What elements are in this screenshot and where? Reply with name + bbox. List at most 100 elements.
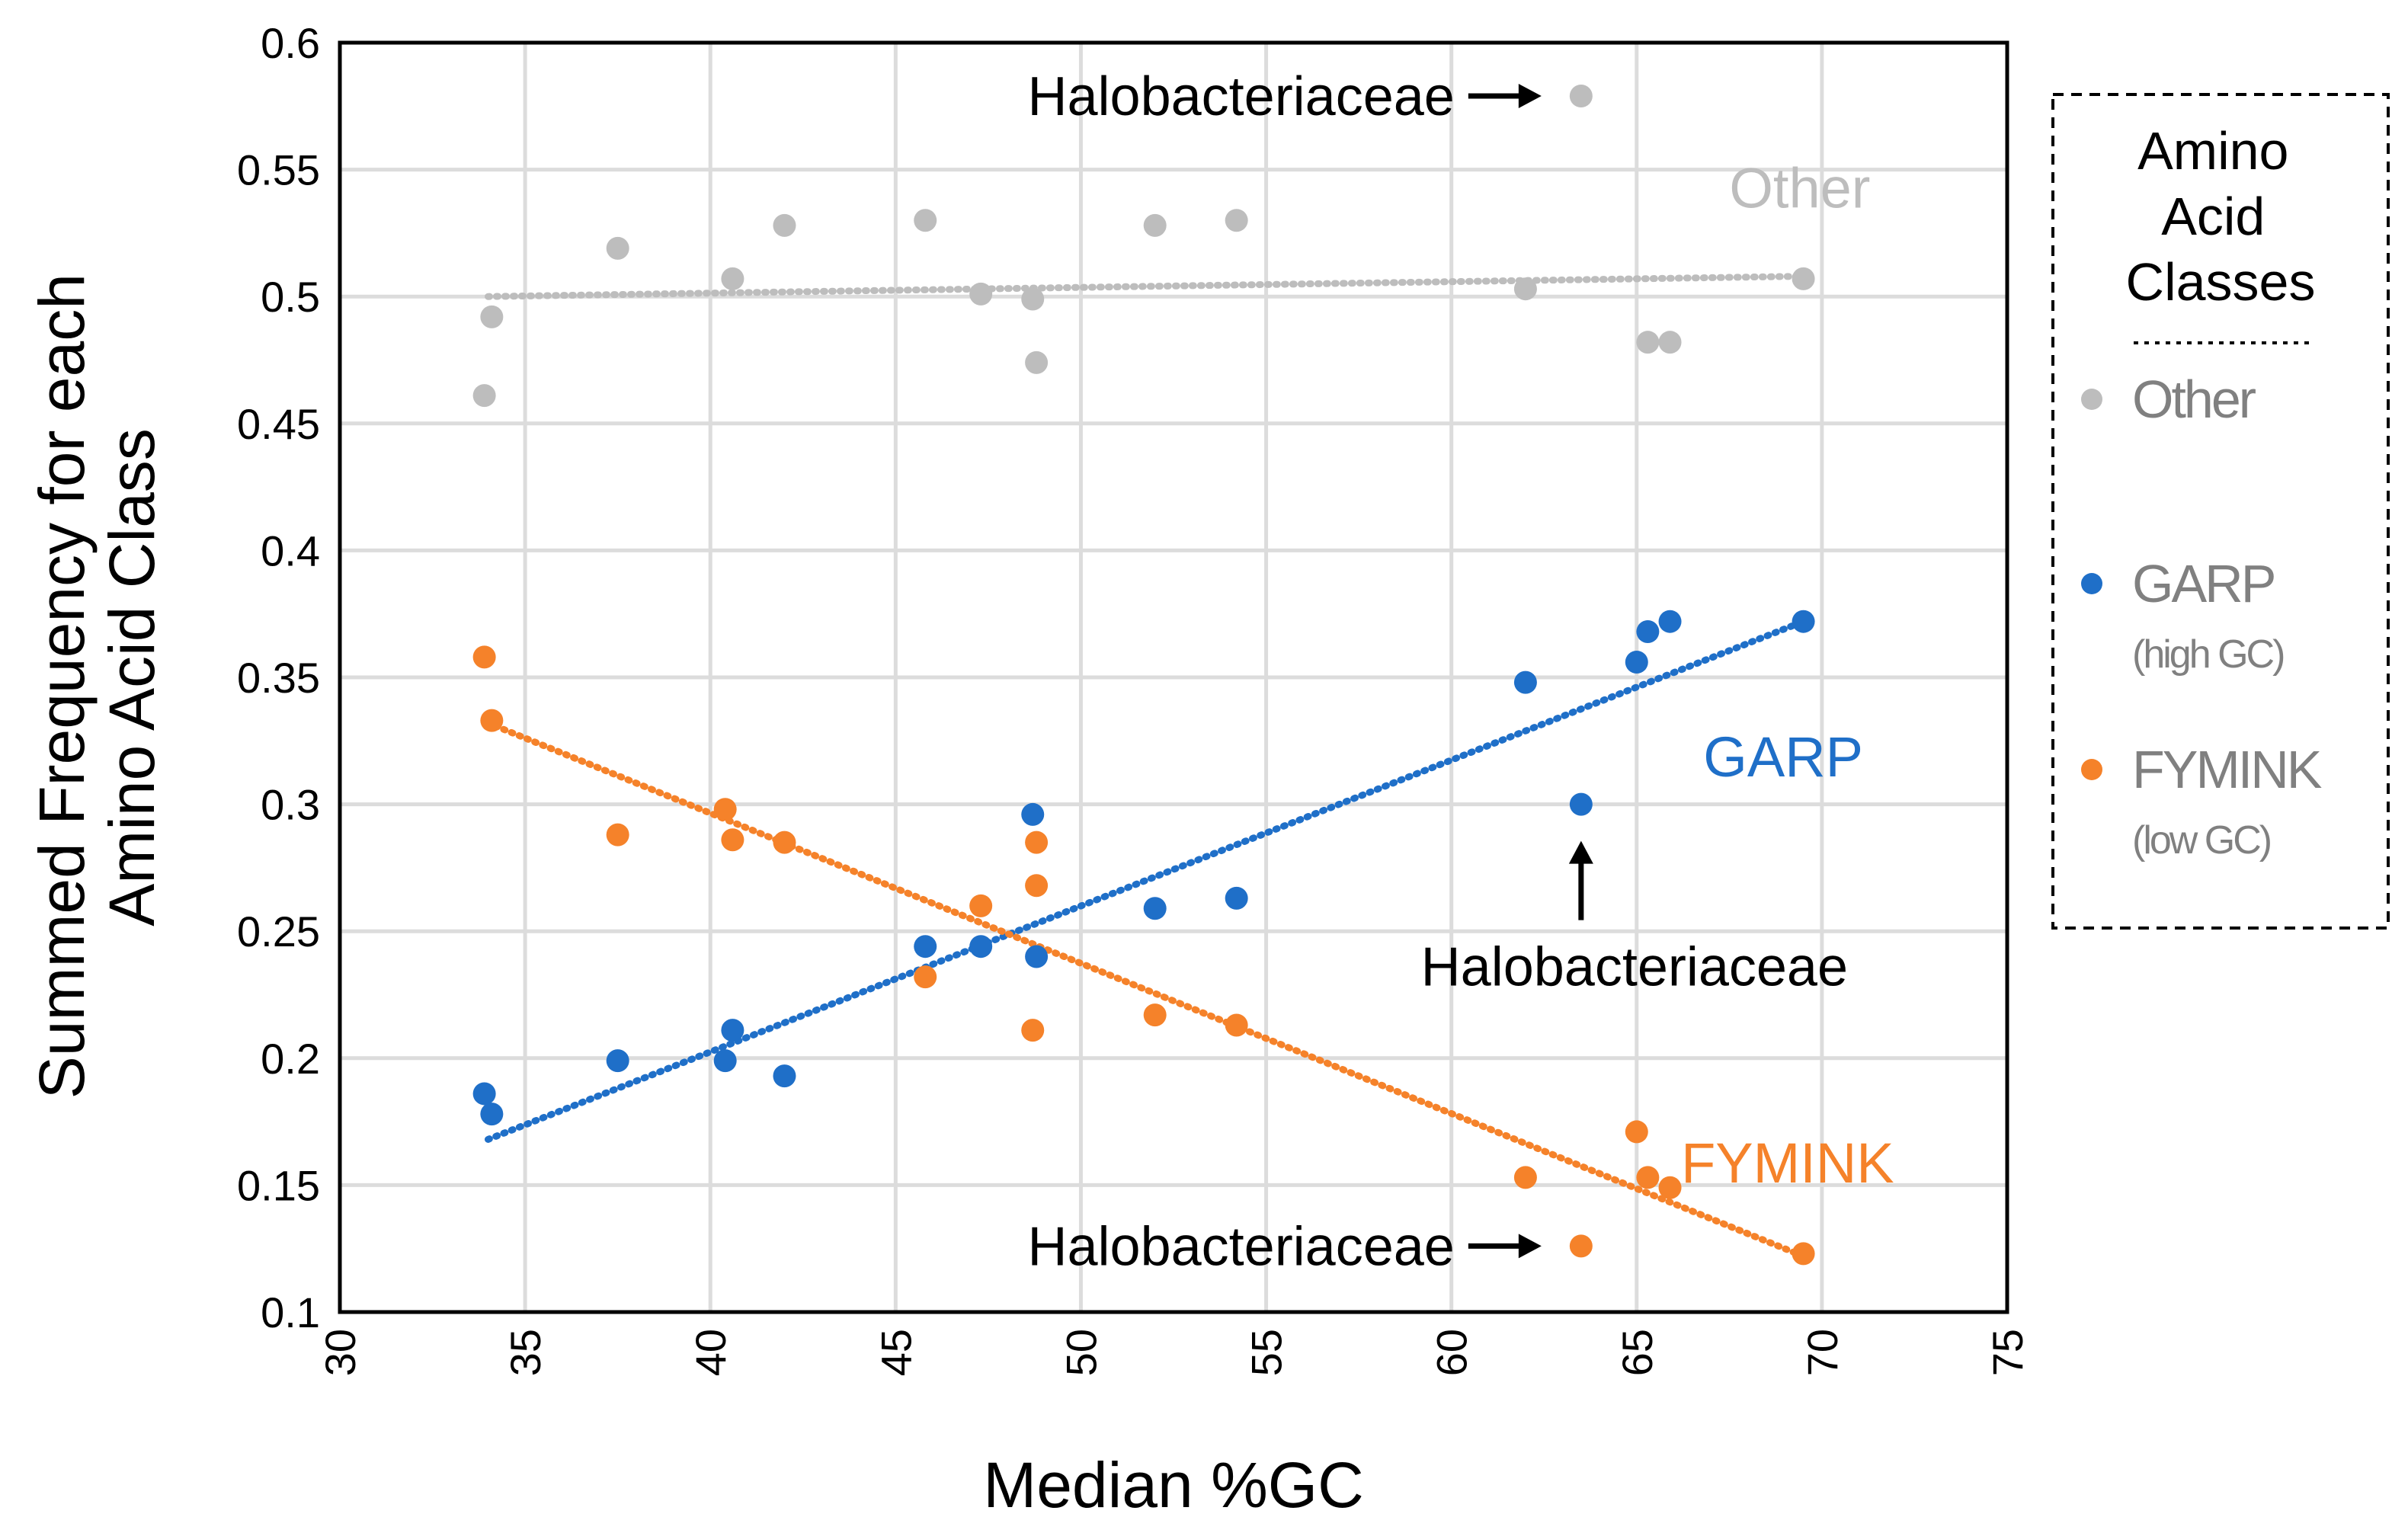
point-garp — [1625, 651, 1648, 674]
trend-lines — [484, 273, 1808, 1260]
legend-title-line-2: Acid — [2161, 187, 2265, 246]
annotation-label: Halobacteriaceae — [1027, 66, 1454, 127]
legend-items: Other GARP (high GC) FYMINK (low GC) — [2081, 370, 2324, 863]
series-label-fymink: FYMINK — [1681, 1131, 1894, 1195]
point-other — [606, 236, 629, 260]
point-fymink — [1792, 1242, 1815, 1266]
point-fymink — [1025, 831, 1049, 854]
trend-line-other — [484, 273, 1808, 300]
x-tick-label: 60 — [1428, 1329, 1476, 1376]
point-other — [1658, 331, 1682, 354]
point-other — [1021, 287, 1045, 311]
legend-box — [2051, 93, 2390, 930]
point-fymink — [1143, 1003, 1167, 1027]
legend-marker-other — [2081, 389, 2102, 410]
point-other — [1025, 350, 1049, 374]
y-axis-title-line-2: Amino Acid Class — [96, 428, 168, 927]
legend-marker-garp — [2081, 573, 2102, 594]
point-garp — [773, 1064, 796, 1088]
point-garp — [1658, 610, 1682, 633]
point-garp — [1143, 897, 1167, 920]
point-fymink — [606, 823, 629, 847]
annotation: Halobacteriaceae — [1027, 66, 1542, 127]
y-tick-label: 0.45 — [237, 400, 320, 448]
legend-title: Amino Acid Classes — [2126, 121, 2316, 312]
point-garp — [713, 1049, 737, 1073]
y-tick-label: 0.35 — [237, 654, 320, 702]
x-tick-label: 50 — [1057, 1329, 1105, 1376]
point-garp — [1021, 802, 1045, 826]
y-axis-title-line-1: Summed Frequency for each — [26, 274, 98, 1099]
point-garp — [480, 1103, 504, 1126]
x-axis-ticks: 30 35 40 45 50 55 60 65 70 75 — [316, 1329, 2032, 1376]
point-other — [721, 267, 744, 290]
series-label-garp: GARP — [1703, 725, 1863, 789]
annotations: Halobacteriaceae Halobacteriaceae Halobact… — [1027, 66, 1848, 1277]
point-fymink — [713, 798, 737, 821]
grid-lines — [338, 40, 2009, 1314]
data-points — [472, 84, 1815, 1266]
point-fymink — [1025, 874, 1049, 898]
point-fymink — [914, 965, 937, 989]
point-fymink — [721, 828, 744, 852]
point-fymink — [1636, 1166, 1660, 1189]
point-fymink — [1021, 1019, 1045, 1042]
x-tick-label: 75 — [1984, 1329, 2032, 1376]
series-label-other: Other — [1729, 157, 1870, 220]
trend-line-fymink — [484, 719, 1808, 1260]
x-tick-label: 65 — [1613, 1329, 1661, 1376]
annotation-arrowhead — [1518, 1234, 1542, 1259]
x-tick-label: 35 — [501, 1329, 549, 1376]
point-garp — [1225, 886, 1248, 910]
y-tick-label: 0.55 — [237, 146, 320, 194]
annotation-label: Halobacteriaceae — [1421, 937, 1848, 998]
legend-item-other: Other — [2081, 370, 2259, 429]
point-fymink — [969, 894, 993, 917]
point-fymink — [1225, 1013, 1248, 1037]
x-tick-label: 30 — [316, 1329, 364, 1376]
y-tick-label: 0.4 — [261, 526, 320, 574]
point-garp — [914, 935, 937, 959]
point-garp — [472, 1082, 496, 1106]
legend-sublabel-garp: (high GC) — [2132, 632, 2284, 677]
point-garp — [969, 935, 993, 959]
point-garp — [1792, 610, 1815, 633]
point-garp — [1636, 620, 1660, 644]
y-tick-label: 0.25 — [237, 907, 320, 955]
point-fymink — [480, 709, 504, 732]
x-tick-label: 45 — [872, 1329, 920, 1376]
y-tick-label: 0.1 — [261, 1288, 320, 1336]
point-other — [1569, 84, 1593, 107]
legend-item-fymink: FYMINK (low GC) — [2081, 740, 2324, 863]
point-other — [1792, 267, 1815, 290]
legend-title-line-1: Amino — [2137, 121, 2288, 181]
y-axis-ticks: 0.1 0.15 0.2 0.25 0.3 0.35 0.4 0.45 0.5 0.55 0.6 — [237, 19, 320, 1336]
point-other — [1143, 213, 1167, 237]
annotation-label: Halobacteriaceae — [1027, 1216, 1454, 1277]
plot-frame — [338, 40, 2009, 1314]
point-other — [1636, 331, 1660, 354]
x-axis-title: Median %GC — [983, 1449, 1364, 1521]
point-fymink — [472, 645, 496, 669]
x-tick-label: 70 — [1798, 1329, 1846, 1376]
y-tick-label: 0.6 — [261, 19, 320, 67]
legend-label-garp: GARP — [2132, 554, 2274, 613]
legend-sublabel-fymink: (low GC) — [2132, 818, 2271, 863]
point-fymink — [1658, 1176, 1682, 1199]
legend-title-line-3: Classes — [2126, 252, 2316, 312]
x-tick-label: 55 — [1243, 1329, 1291, 1376]
point-other — [1513, 277, 1537, 301]
x-tick-label: 40 — [687, 1329, 735, 1376]
point-garp — [1025, 945, 1049, 968]
y-axis-title: Summed Frequency for each Amino Acid Cla… — [26, 256, 168, 1099]
legend-label-fymink: FYMINK — [2132, 740, 2322, 799]
point-garp — [1569, 792, 1593, 816]
y-tick-label: 0.3 — [261, 781, 320, 829]
point-other — [969, 282, 993, 306]
point-fymink — [1569, 1234, 1593, 1258]
point-other — [480, 305, 504, 328]
legend: Amino Acid Classes Other GARP (high GC) FYM… — [2051, 93, 2390, 930]
point-garp — [606, 1049, 629, 1073]
y-tick-label: 0.15 — [237, 1161, 320, 1209]
